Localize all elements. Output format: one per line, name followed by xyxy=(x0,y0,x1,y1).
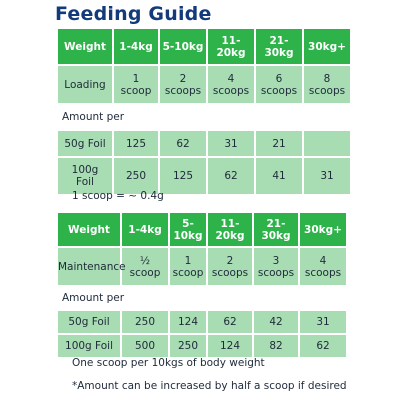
table-cell: 62 xyxy=(208,311,252,333)
header-cell: 30kg+ xyxy=(300,213,346,246)
loading-feeding-table: Weight 1-4kg 5-10kg 11- 20kg 21- 30kg 30… xyxy=(56,27,352,196)
footnote: *Amount can be increased by half a scoop… xyxy=(72,380,347,392)
table-cell: 21 xyxy=(256,131,302,156)
table-row: 100g Foil 500 250 124 82 62 xyxy=(58,335,346,357)
table-cell: 6 scoops xyxy=(256,66,302,103)
row-label: 50g Foil xyxy=(58,311,120,333)
table-row: 100g Foil 250 125 62 41 31 xyxy=(58,158,350,194)
table-cell: 124 xyxy=(208,335,252,357)
row-label: 50g Foil xyxy=(58,131,112,156)
amount-per-label: Amount per xyxy=(58,105,350,129)
table-cell: 250 xyxy=(114,158,158,194)
table-cell: 4 scoops xyxy=(300,248,346,285)
table-cell: 1 scoop xyxy=(170,248,206,285)
table-cell: 2 scoops xyxy=(160,66,206,103)
table-cell: 250 xyxy=(122,311,168,333)
table-cell: 124 xyxy=(170,311,206,333)
table-cell: 31 xyxy=(304,158,350,194)
maintenance-feeding-table: Weight 1-4kg 5- 10kg 11- 20kg 21- 30kg 3… xyxy=(56,211,348,359)
header-cell: 30kg+ xyxy=(304,29,350,64)
table-cell: 8 scoops xyxy=(304,66,350,103)
row-label: 100g Foil xyxy=(58,335,120,357)
header-cell: Weight xyxy=(58,29,112,64)
table-cell: 4 scoops xyxy=(208,66,254,103)
scoop-weight-note: 1 scoop = ~ 0.4g xyxy=(72,190,164,202)
table-cell: 31 xyxy=(208,131,254,156)
table-cell: 250 xyxy=(170,335,206,357)
header-cell: 5-10kg xyxy=(160,29,206,64)
table-cell: 125 xyxy=(160,158,206,194)
header-cell: 11- 20kg xyxy=(208,29,254,64)
table-cell xyxy=(304,131,350,156)
table-row: Maintenance ½ scoop 1 scoop 2 scoops 3 s… xyxy=(58,248,346,285)
header-cell: 21- 30kg xyxy=(254,213,298,246)
table-cell: 125 xyxy=(114,131,158,156)
table-header-row: Weight 1-4kg 5-10kg 11- 20kg 21- 30kg 30… xyxy=(58,29,350,64)
header-cell: 1-4kg xyxy=(122,213,168,246)
table-row: 50g Foil 125 62 31 21 xyxy=(58,131,350,156)
row-label: Maintenance xyxy=(58,248,126,285)
table-cell: 3 scoops xyxy=(254,248,298,285)
table-cell: 1 scoop xyxy=(114,66,158,103)
page-title: Feeding Guide xyxy=(55,3,212,25)
table-cell: 41 xyxy=(256,158,302,194)
table-cell: 500 xyxy=(122,335,168,357)
table-cell: 2 scoops xyxy=(208,248,252,285)
table-row: 50g Foil 250 124 62 42 31 xyxy=(58,311,346,333)
row-label: 100g Foil xyxy=(58,158,112,194)
body-weight-note: One scoop per 10kgs of body weight xyxy=(72,357,265,369)
table-cell: 31 xyxy=(300,311,346,333)
table-cell: 82 xyxy=(254,335,298,357)
header-cell: 11- 20kg xyxy=(208,213,252,246)
table-cell: ½ scoop xyxy=(122,248,168,285)
amount-per-label: Amount per xyxy=(58,287,346,309)
header-cell: 1-4kg xyxy=(114,29,158,64)
table-header-row: Weight 1-4kg 5- 10kg 11- 20kg 21- 30kg 3… xyxy=(58,213,346,246)
table-cell: 62 xyxy=(300,335,346,357)
table-row: Loading 1 scoop 2 scoops 4 scoops 6 scoo… xyxy=(58,66,350,103)
table-cell: 62 xyxy=(160,131,206,156)
table-cell: 62 xyxy=(208,158,254,194)
table-cell: 42 xyxy=(254,311,298,333)
header-cell: 21- 30kg xyxy=(256,29,302,64)
amount-per-row: Amount per xyxy=(58,105,350,129)
amount-per-row: Amount per xyxy=(58,287,346,309)
row-label: Loading xyxy=(58,66,112,103)
header-cell: Weight xyxy=(58,213,120,246)
header-cell: 5- 10kg xyxy=(170,213,206,246)
